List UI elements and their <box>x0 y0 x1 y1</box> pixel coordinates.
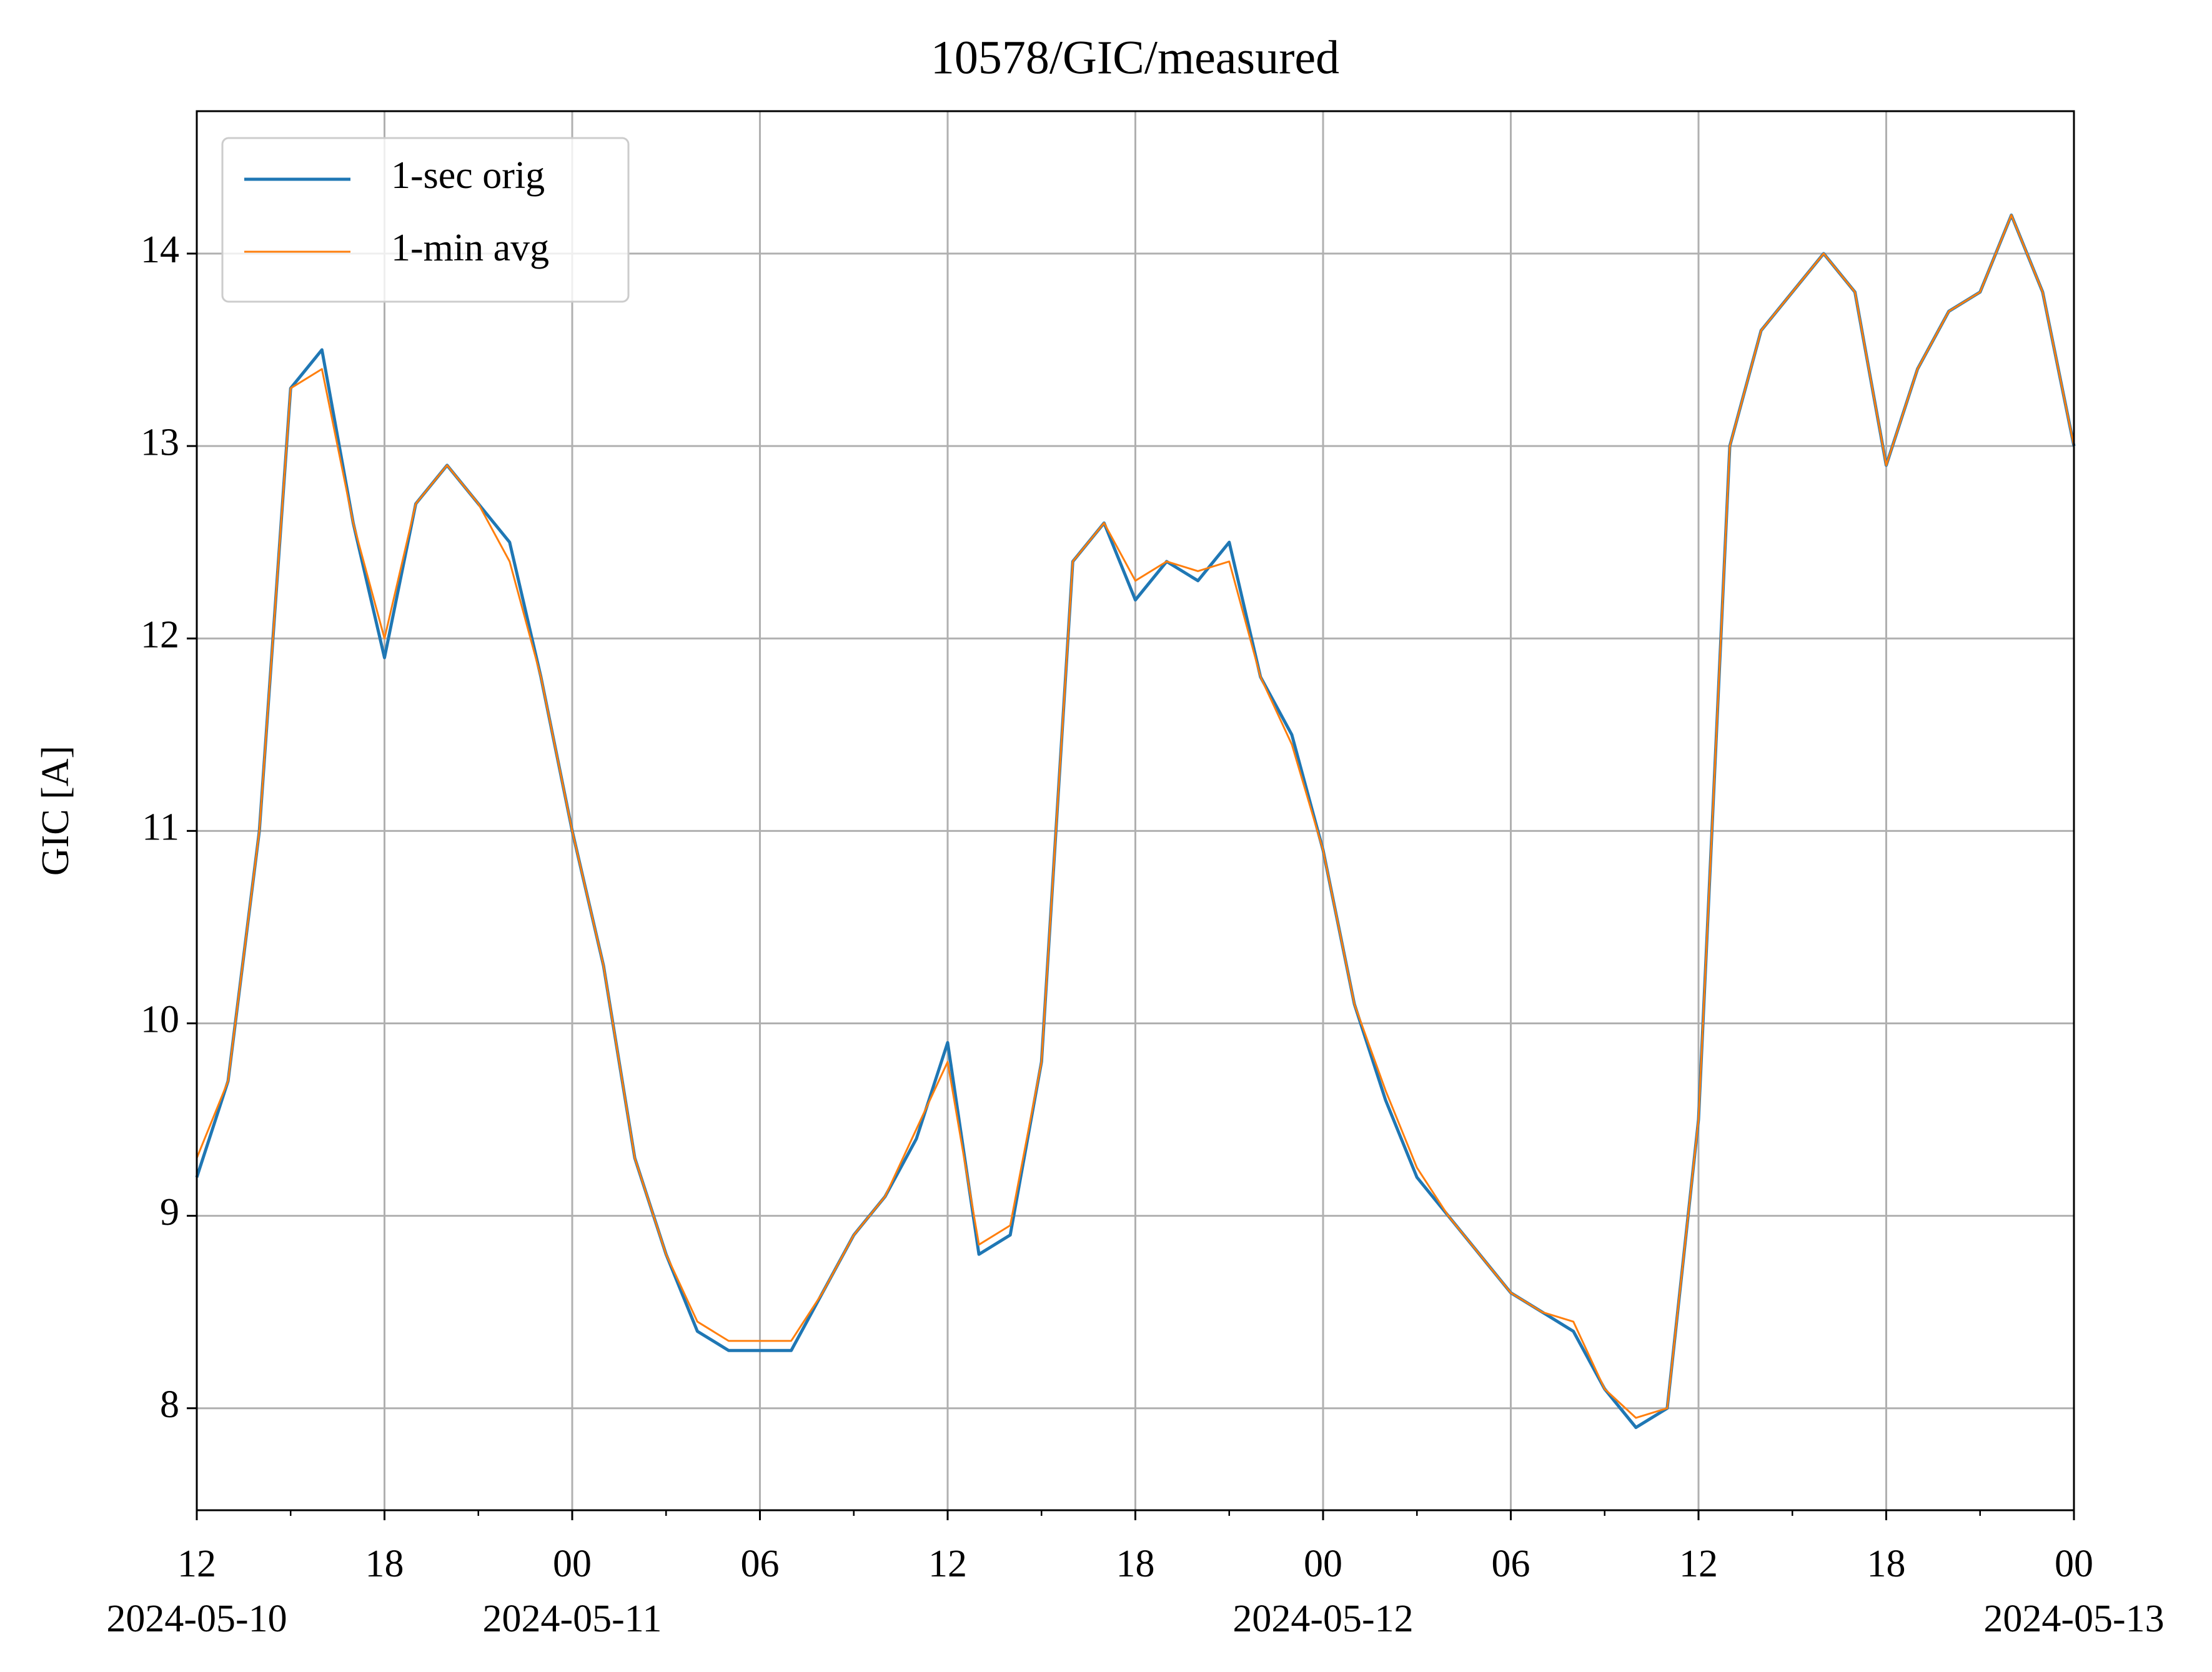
x-tick-label: 12 <box>1679 1543 1718 1585</box>
y-tick-label: 10 <box>141 999 179 1041</box>
x-tick-label: 18 <box>1116 1543 1155 1585</box>
x-tick-label: 00 <box>2055 1543 2093 1585</box>
x-date-label: 2024-05-12 <box>1232 1598 1413 1640</box>
x-date-label: 2024-05-11 <box>483 1598 662 1640</box>
x-tick-label: 12 <box>928 1543 967 1585</box>
y-axis-label: GIC [A] <box>34 746 77 876</box>
x-tick-label: 18 <box>365 1543 404 1585</box>
x-tick-label: 18 <box>1867 1543 1906 1585</box>
y-tick-label: 8 <box>160 1383 179 1426</box>
x-tick-label: 06 <box>741 1543 780 1585</box>
legend-label: 1-sec orig <box>391 154 545 197</box>
y-tick-label: 11 <box>142 806 179 849</box>
plot-frame <box>196 110 2075 1511</box>
x-date-label: 2024-05-10 <box>106 1598 287 1640</box>
x-date-label: 2024-05-13 <box>1983 1598 2164 1640</box>
y-tick-label: 9 <box>160 1191 179 1234</box>
x-tick-label: 00 <box>553 1543 592 1585</box>
x-tick-label: 12 <box>177 1543 216 1585</box>
y-tick-label: 14 <box>141 229 179 271</box>
y-tick-label: 12 <box>141 613 179 656</box>
chart-title: 10578/GIC/measured <box>931 31 1339 84</box>
x-tick-label: 06 <box>1492 1543 1530 1585</box>
legend-label: 1-min avg <box>391 227 549 269</box>
series-line <box>196 214 2075 1419</box>
y-tick-label: 13 <box>141 421 179 463</box>
x-tick-label: 00 <box>1304 1543 1342 1585</box>
